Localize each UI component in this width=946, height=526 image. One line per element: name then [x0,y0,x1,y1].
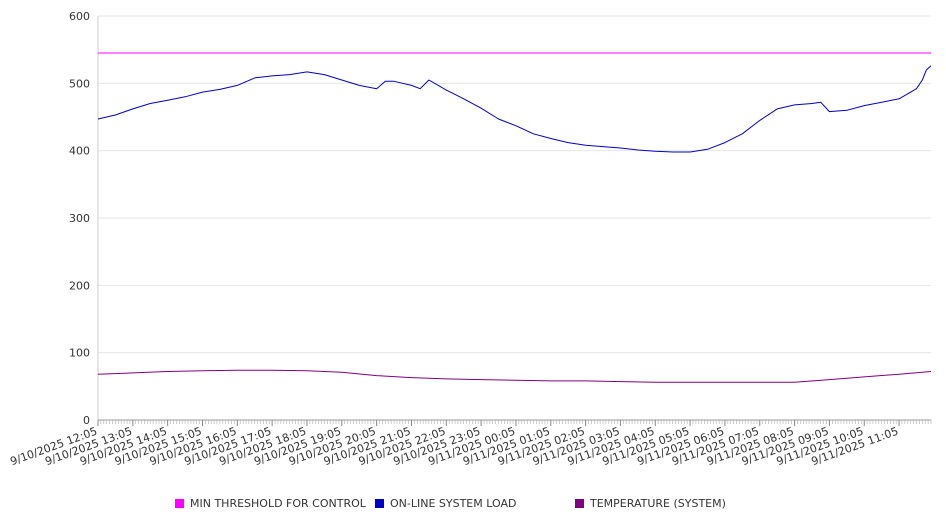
legend-swatch-temperature [575,499,584,508]
y-tick-label: 600 [69,10,90,23]
axes [97,16,932,426]
legend-swatch-threshold [175,499,184,508]
y-tick-label: 300 [69,212,90,225]
y-tick-label: 100 [69,347,90,360]
y-tick-label: 500 [69,77,90,90]
legend-label-load: ON-LINE SYSTEM LOAD [390,497,517,510]
legend-item-temperature: TEMPERATURE (SYSTEM) [575,497,726,510]
series-line-load [97,65,932,153]
legend-item-load: ON-LINE SYSTEM LOAD [375,497,516,510]
y-axis-ticks: 0 100 200 300 400 500 600 [69,10,90,427]
legend-label-threshold: MIN THRESHOLD FOR CONTROL [190,497,366,510]
y-tick-label: 400 [69,145,90,158]
legend-item-threshold: MIN THRESHOLD FOR CONTROL [175,497,366,510]
y-tick-label: 0 [83,414,90,427]
grid-lines [98,15,931,354]
series-line-temperature [97,369,932,383]
series-lines [97,52,932,383]
legend-label-temperature: TEMPERATURE (SYSTEM) [590,497,726,510]
y-tick-label: 200 [69,279,90,292]
x-axis-ticks: 9/10/2025 12:059/10/2025 13:059/10/2025 … [8,425,900,469]
legend: MIN THRESHOLD FOR CONTROL ON-LINE SYSTEM… [0,497,946,515]
legend-swatch-load [375,499,384,508]
